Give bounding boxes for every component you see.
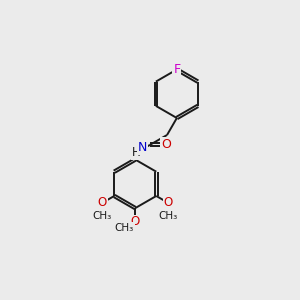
- Text: CH₃: CH₃: [159, 211, 178, 220]
- Text: CH₃: CH₃: [93, 211, 112, 220]
- Text: H: H: [132, 146, 140, 159]
- Text: O: O: [130, 215, 140, 229]
- Text: F: F: [173, 63, 180, 76]
- Text: O: O: [98, 196, 107, 209]
- Text: O: O: [164, 196, 173, 209]
- Text: CH₃: CH₃: [115, 223, 134, 233]
- Text: N: N: [138, 141, 147, 154]
- Text: O: O: [161, 138, 171, 151]
